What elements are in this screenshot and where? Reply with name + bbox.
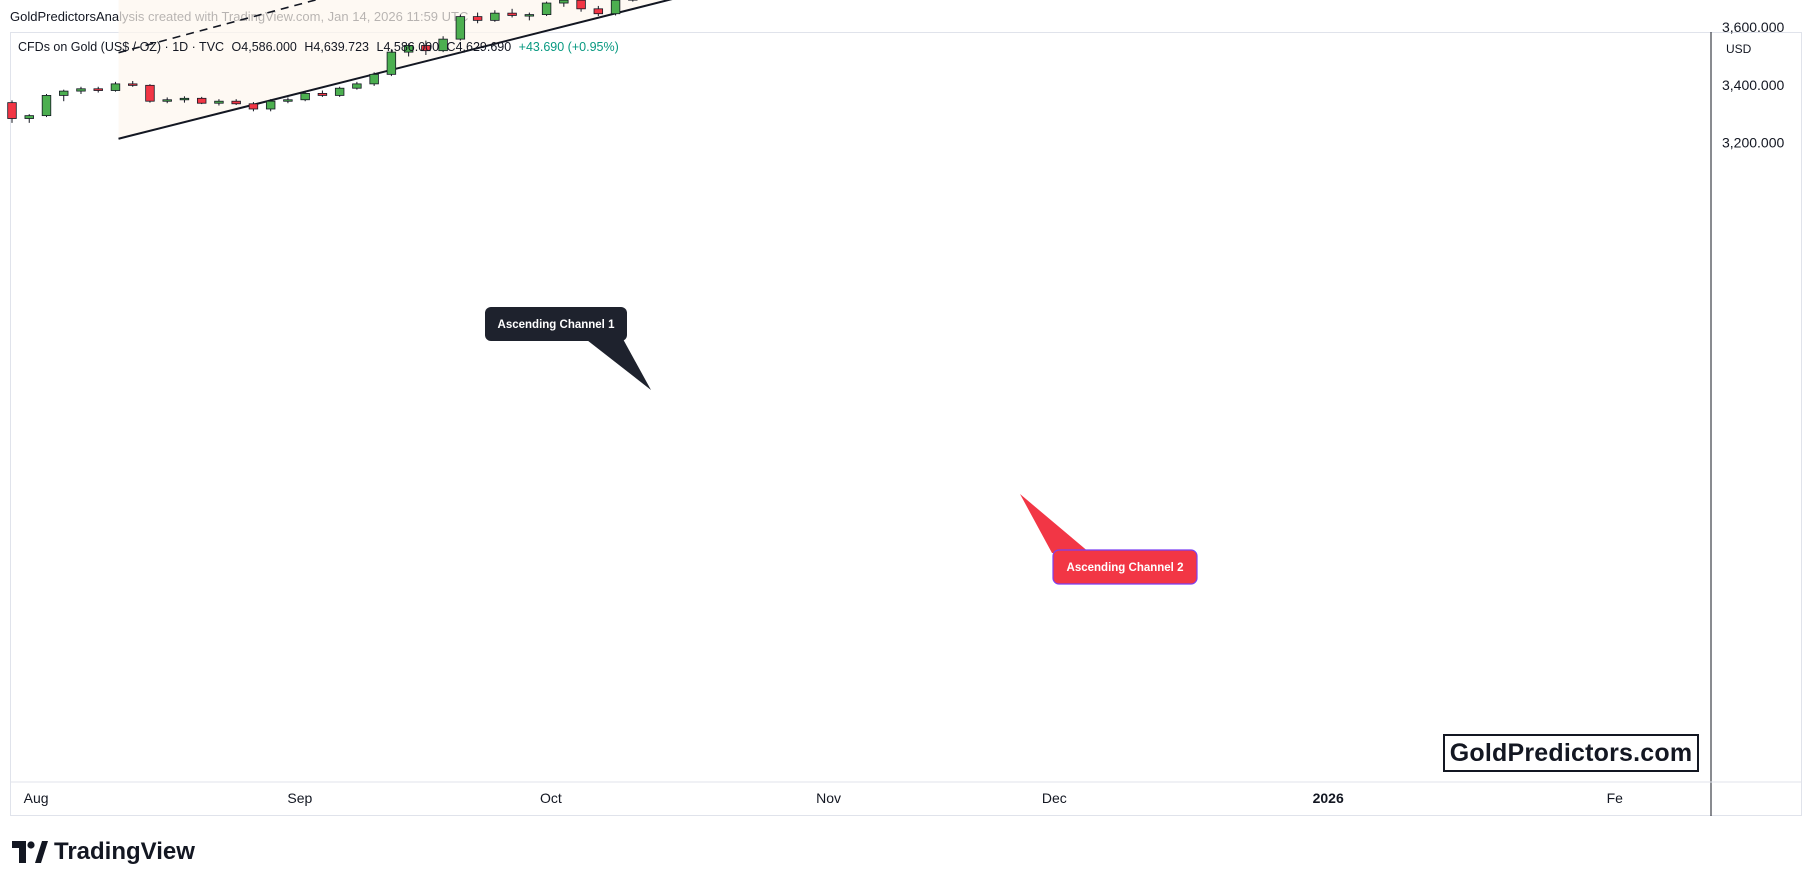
- change-value: +43.690 (+0.95%): [518, 40, 619, 54]
- candle-body: [472, 16, 483, 21]
- candle-body: [93, 88, 103, 91]
- candle-body: [386, 51, 397, 75]
- y-tick-label: 3,600.000: [1722, 19, 1784, 35]
- candle-body: [248, 103, 259, 110]
- currency-label[interactable]: USD: [1726, 42, 1752, 56]
- close-value: C4,629.690: [446, 40, 512, 54]
- candle-body: [559, 0, 569, 4]
- candle-body: [507, 12, 517, 16]
- candle-body: [576, 0, 586, 10]
- open-value: O4,586.000: [231, 40, 297, 54]
- candle-body: [265, 100, 276, 110]
- y-tick-label: 3,200.000: [1722, 135, 1784, 151]
- candle-body: [352, 83, 362, 89]
- candle-body: [76, 88, 86, 92]
- candle-body: [403, 45, 414, 53]
- candle-body: [196, 97, 207, 104]
- channel-lower-line: [118, 0, 673, 140]
- x-tick-label: Oct: [540, 790, 562, 806]
- tradingview-brand[interactable]: TradingView: [12, 838, 195, 866]
- candle-body: [490, 12, 500, 21]
- channel-fill: [118, 0, 669, 139]
- x-tick-label: 2026: [1313, 790, 1344, 806]
- callout-pointer: [1020, 494, 1090, 553]
- y-tick-label: 3,400.000: [1722, 77, 1784, 93]
- symbol-legend: CFDs on Gold (US$ / OZ) · 1D · TVC O4,58…: [18, 40, 623, 54]
- x-tick-label: Dec: [1042, 790, 1067, 806]
- tradingview-logo-icon: [12, 841, 48, 863]
- candle-body: [231, 100, 241, 105]
- candle-body: [369, 73, 379, 85]
- candle-body: [214, 100, 224, 104]
- callout-channel-1: Ascending Channel 1: [485, 307, 651, 390]
- chart-frame: [10, 32, 1802, 816]
- candle-body: [128, 83, 138, 86]
- candle-body: [334, 87, 345, 96]
- candle-body: [145, 84, 155, 102]
- callout-label: Ascending Channel 1: [498, 319, 616, 331]
- high-value: H4,639.723: [304, 40, 370, 54]
- candle-body: [162, 99, 172, 102]
- callout-box: [485, 307, 627, 341]
- candle-body: [7, 102, 17, 119]
- candle-body: [283, 99, 293, 102]
- candle-body: [524, 14, 535, 17]
- candle-body: [610, 0, 621, 15]
- x-tick-label: Aug: [24, 790, 49, 806]
- callout-box: [1052, 549, 1198, 585]
- candle-body: [455, 16, 466, 40]
- symbol-name: CFDs on Gold (US$ / OZ) · 1D · TVC: [18, 40, 225, 54]
- low-value: L4,586.000: [376, 40, 440, 54]
- candle-body: [438, 38, 448, 52]
- candle-body: [59, 90, 69, 96]
- candle-body: [179, 97, 190, 101]
- candle-body: [421, 45, 431, 52]
- callout-channel-2: Ascending Channel 2: [1020, 494, 1198, 585]
- candle-body: [24, 115, 34, 119]
- x-tick-label: Fe: [1607, 790, 1624, 806]
- tradingview-brand-text: TradingView: [54, 838, 195, 865]
- candle-body: [541, 2, 552, 15]
- callout-label: Ascending Channel 2: [1067, 562, 1184, 574]
- candle-body: [110, 83, 121, 91]
- candle-body: [593, 8, 604, 15]
- x-tick-label: Nov: [816, 790, 841, 806]
- x-tick-label: Sep: [287, 790, 312, 806]
- candle-body: [41, 95, 52, 117]
- watermark-logo: GoldPredictors.com: [1443, 734, 1699, 772]
- candle-body: [317, 93, 328, 96]
- candle-body: [300, 93, 310, 101]
